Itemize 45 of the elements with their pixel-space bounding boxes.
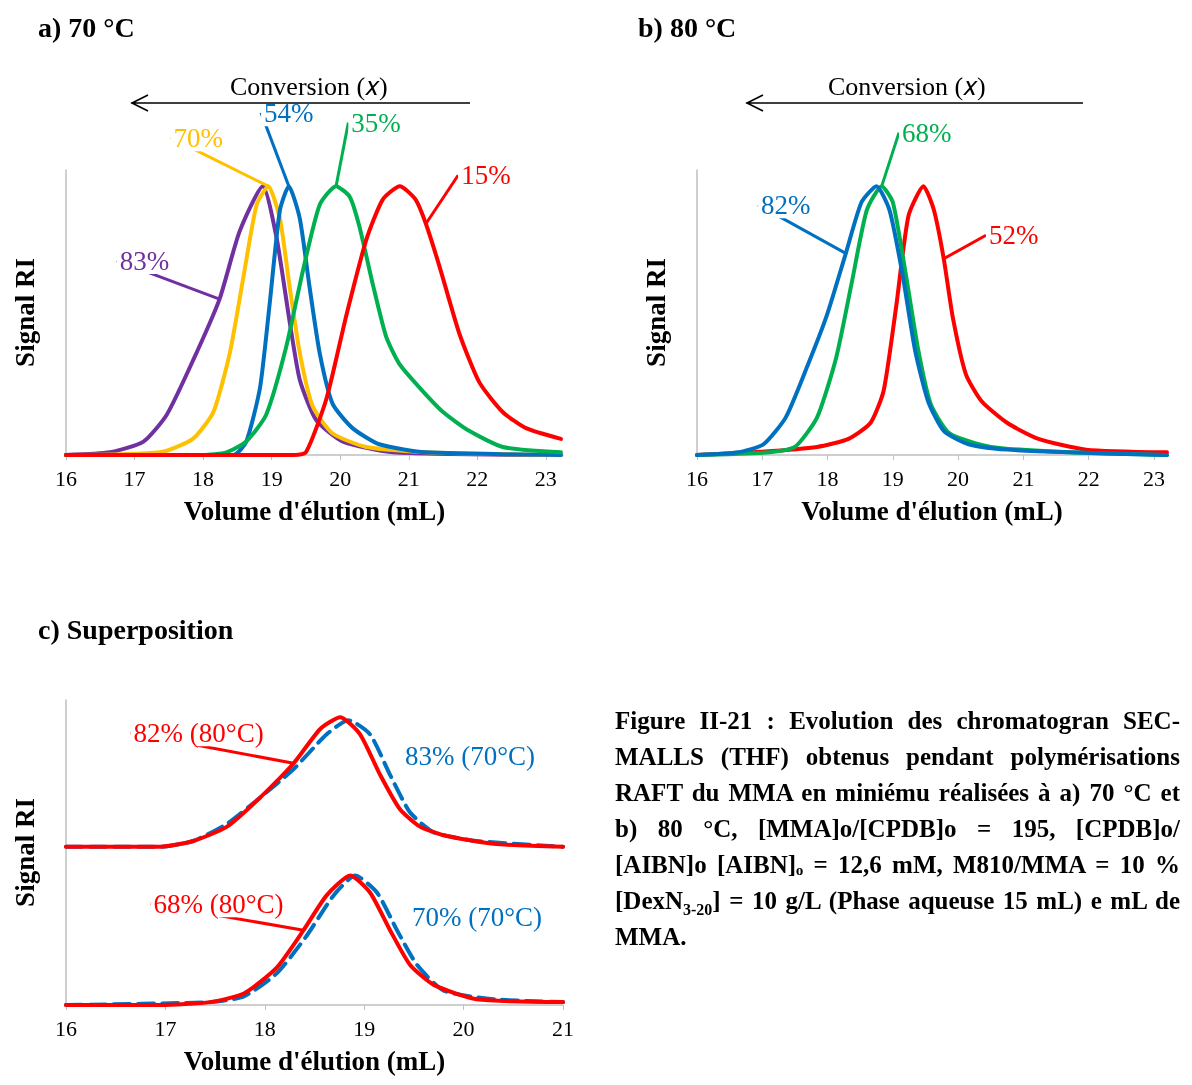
chart-title: a) 70 °C bbox=[38, 11, 135, 43]
x-tick-label: 19 bbox=[260, 465, 283, 491]
x-tick-label: 20 bbox=[452, 1015, 475, 1041]
x-tick-label: 17 bbox=[751, 465, 774, 491]
text: Figure II-21 : Evolution des chromatogran SEC-MALLS (THF) obtenus pendant polymérisations RAFT du MMA en miniému réalisées à a) 70 °C et b) 80 °C, [MMA]o/[CPDB]o = 195, [CPDB]o/ [AIBN]o [AIBN]ₒ = 12,6 mM, M810/MMA = 10 % [DexN$_{3-20}$] = 10 g/L (Phase aqueuse 15 mL) e mL de MMA. bbox=[615, 707, 1180, 950]
x-tick-label: 19 bbox=[881, 465, 904, 491]
x-tick-label: 21 bbox=[552, 1015, 574, 1041]
x-tick-label: 18 bbox=[192, 465, 215, 491]
x-tick-label: 18 bbox=[253, 1015, 276, 1041]
x-tick-label: 20 bbox=[947, 465, 970, 491]
series-label: 82% bbox=[761, 189, 811, 220]
x-axis-title: Volume d'élution (mL) bbox=[801, 495, 1063, 526]
x-tick-label: 21 bbox=[1012, 465, 1035, 491]
chart-title: b) 80 °C bbox=[638, 11, 737, 43]
text: 83% bbox=[119, 245, 170, 276]
x-tick-label: 16 bbox=[686, 465, 708, 491]
x-tick-label: 18 bbox=[816, 465, 839, 491]
x-tick-label: 17 bbox=[154, 1015, 177, 1041]
series-label: 68% bbox=[901, 117, 952, 148]
x-axis-title: Volume d'élution (mL) bbox=[183, 495, 446, 526]
series-label: 70% (70°C) bbox=[411, 901, 543, 932]
x-axis-title: Volume d'élution (mL) bbox=[183, 1045, 446, 1076]
x-tick-label: 23 bbox=[534, 465, 557, 491]
x-tick-label: 16 bbox=[55, 465, 77, 491]
y-axis-title: Signal RI bbox=[9, 258, 40, 367]
series-label: 68% (80°C) bbox=[153, 888, 284, 919]
chart-title: c) Superposition bbox=[38, 613, 234, 645]
x-tick-label: 22 bbox=[1077, 465, 1100, 491]
text: 70% bbox=[173, 122, 223, 153]
y-axis-title: Signal RI bbox=[640, 258, 671, 367]
text: 54% bbox=[264, 97, 314, 128]
legend-label: 52% bbox=[989, 220, 1039, 251]
text: Conversion (𝑥) bbox=[828, 72, 986, 102]
x-tick-label: 20 bbox=[329, 465, 352, 491]
x-tick-label: 23 bbox=[1142, 465, 1165, 491]
series-label: 15% bbox=[461, 160, 511, 191]
series-label: 82% (80°C) bbox=[133, 717, 264, 748]
x-tick-label: 22 bbox=[466, 465, 489, 491]
series-label: 35% bbox=[351, 107, 401, 138]
x-tick-label: 19 bbox=[353, 1015, 376, 1041]
x-tick-label: 17 bbox=[123, 465, 146, 491]
series-label: 83% (70°C) bbox=[405, 741, 536, 772]
x-tick-label: 21 bbox=[397, 465, 420, 491]
y-axis-title: Signal RI bbox=[9, 798, 40, 907]
x-tick-label: 16 bbox=[55, 1015, 77, 1041]
